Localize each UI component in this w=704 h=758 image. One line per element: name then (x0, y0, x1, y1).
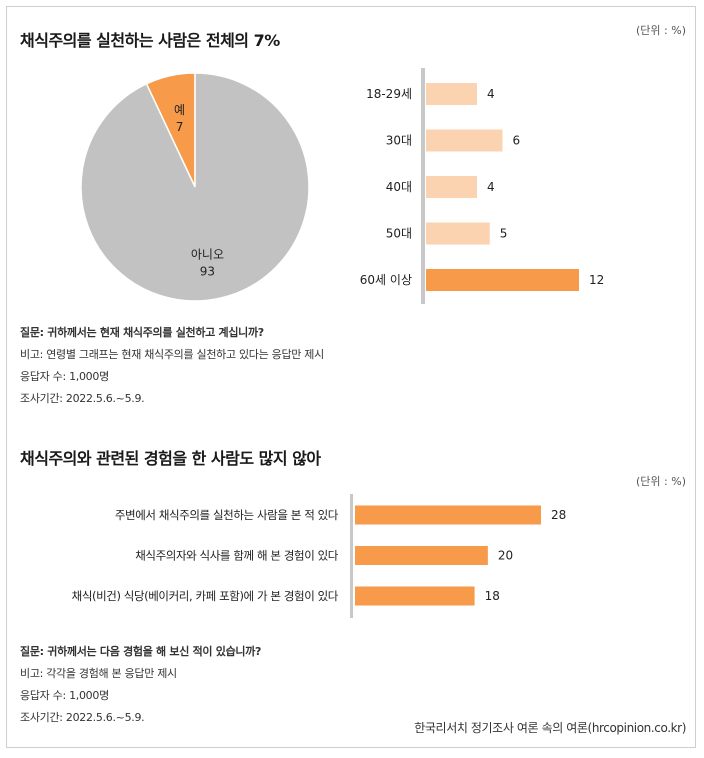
section2-remark: 비고: 각각을 경험해 본 응답만 제시 (20, 667, 177, 680)
bar (426, 129, 503, 152)
section2-period: 조사기간: 2022.5.6.~5.9. (20, 711, 145, 724)
source-credit: 한국리서치 정기조사 여론 속의 여론(hrcopinion.co.kr) (414, 721, 686, 735)
pie-chart: 예 7 아니오 93 (80, 72, 310, 302)
data-label: 12 (589, 273, 604, 287)
bar (426, 83, 477, 105)
data-label: 5 (500, 227, 508, 241)
axis-line (421, 68, 425, 304)
data-label: 20 (498, 549, 513, 563)
pie-value: 7 (176, 120, 184, 134)
data-label: 4 (487, 180, 495, 194)
section2-notes: 질문: 귀하께서는 다음 경험을 해 보신 적이 있습니까? 비고: 각각을 경… (20, 641, 261, 729)
category-label: 30대 (386, 134, 412, 148)
section2-question: 질문: 귀하께서는 다음 경험을 해 보신 적이 있습니까? (20, 645, 262, 658)
section2-respondents: 응답자 수: 1,000명 (20, 689, 109, 702)
bar (355, 546, 488, 565)
bar (355, 505, 541, 525)
bar (426, 176, 477, 198)
section2-title: 채식주의와 관련된 경험을 한 사람도 많지 않아 (20, 449, 321, 468)
section1-notes: 질문: 귀하께서는 현재 채식주의를 실천하고 계십니까? 비고: 연령별 그래… (20, 322, 324, 410)
section1-remark: 비고: 연령별 그래프는 현재 채식주의를 실천하고 있다는 응답만 제시 (20, 348, 324, 361)
category-label: 채식주의자와 식사를 함께 해 본 경험이 있다 (135, 549, 339, 563)
section2-unit: (단위 : %) (636, 475, 686, 488)
section1-title: 채식주의를 실천하는 사람은 전체의 7% (20, 31, 280, 50)
category-label: 50대 (386, 227, 412, 241)
section1-respondents: 응답자 수: 1,000명 (20, 370, 109, 383)
bar (355, 586, 475, 606)
pie-label: 예 (174, 103, 185, 117)
category-label: 60세 이상 (360, 273, 412, 287)
data-label: 6 (513, 134, 521, 148)
section1-question: 질문: 귀하께서는 현재 채식주의를 실천하고 계십니까? (20, 326, 264, 339)
chart-frame (6, 6, 696, 748)
experience-bar-chart: 주변에서 채식주의를 실천하는 사람을 본 적 있다 28 채식주의자와 식사를 함… (72, 494, 566, 618)
age-bar-chart: 18-29세 4 30대 6 40대 4 50대 5 60세 이상 12 (360, 68, 604, 304)
pie-value: 93 (200, 265, 215, 279)
pie-label: 아니오 (191, 248, 224, 262)
data-label: 28 (551, 508, 566, 522)
category-label: 18-29세 (366, 87, 412, 101)
axis-line (350, 494, 353, 618)
bar (426, 222, 490, 245)
data-label: 18 (485, 589, 500, 603)
section1-period: 조사기간: 2022.5.6.~5.9. (20, 392, 145, 405)
section1-unit: (단위 : %) (636, 24, 686, 37)
pie-slice-no (80, 72, 310, 302)
category-label: 40대 (386, 180, 412, 194)
category-label: 주변에서 채식주의를 실천하는 사람을 본 적 있다 (115, 508, 339, 522)
data-label: 4 (487, 87, 495, 101)
category-label: 채식(비건) 식당(베이커리, 카페 포함)에 가 본 경험이 있다 (72, 589, 339, 603)
bar (426, 269, 579, 291)
